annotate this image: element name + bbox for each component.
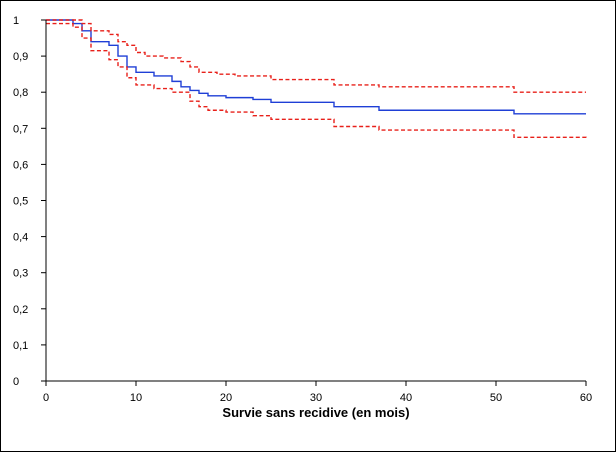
series-upper-line xyxy=(46,19,586,93)
y-tick-label: 0,6 xyxy=(13,159,28,171)
y-tick-label: 0,3 xyxy=(13,268,28,280)
y-axis-ticks: 0 0,1 0,2 0,3 0,4 0,5 0,6 0,7 0,8 0,9 1 xyxy=(13,15,46,388)
x-tick-label: 50 xyxy=(490,392,502,404)
x-tick-label: 60 xyxy=(580,392,592,404)
y-tick-label: 0,5 xyxy=(13,196,28,208)
y-tick-label: 0,2 xyxy=(13,304,28,316)
y-tick-label: 1 xyxy=(13,15,19,27)
series-estimate-line xyxy=(46,19,586,115)
y-tick-label: 0,1 xyxy=(13,340,28,352)
x-tick-label: 40 xyxy=(400,392,412,404)
x-tick-label: 10 xyxy=(130,392,142,404)
plot-lines xyxy=(46,19,587,140)
x-tick-label: 0 xyxy=(43,392,49,404)
y-tick-label: 0,9 xyxy=(13,51,28,63)
series-lower-line xyxy=(46,22,587,140)
y-tick-label: 0,4 xyxy=(13,232,28,244)
x-tick-label: 30 xyxy=(310,392,322,404)
x-axis-ticks: 0 10 20 30 40 50 60 xyxy=(43,381,592,404)
y-tick-label: 0,8 xyxy=(13,87,28,99)
y-tick-label: 0 xyxy=(13,376,19,388)
x-axis-title: Survie sans recidive (en mois) xyxy=(222,405,409,420)
y-tick-label: 0,7 xyxy=(13,123,28,135)
x-tick-label: 20 xyxy=(220,392,232,404)
